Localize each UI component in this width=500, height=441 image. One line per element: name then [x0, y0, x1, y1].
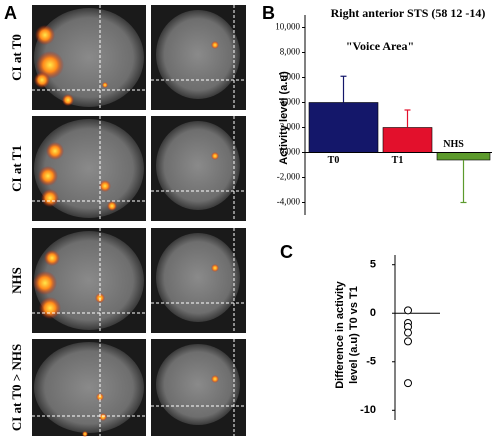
activation: [211, 152, 219, 160]
coronal-brain: [156, 233, 240, 322]
panel-label: B: [262, 3, 275, 23]
activation: [102, 82, 108, 88]
axial-brain: [34, 231, 144, 330]
row-label: CI at T0: [9, 34, 24, 81]
row-label: CI at T0 > NHS: [9, 344, 24, 431]
bar: [382, 127, 433, 153]
y-tick-label: 4,000: [280, 97, 301, 107]
error-bar: [340, 75, 347, 103]
activation: [34, 72, 50, 88]
y-axis-label: level (a.u) T0 vs T1: [348, 286, 360, 384]
bar: [436, 152, 491, 161]
activation: [99, 180, 111, 192]
coronal-brain: [156, 121, 240, 210]
annotation: "Voice Area": [346, 39, 414, 53]
point: [404, 306, 412, 315]
axial-brain: [34, 119, 144, 218]
activation: [39, 297, 61, 319]
brain-images: [32, 5, 246, 437]
bar: [308, 102, 379, 153]
activation: [44, 250, 60, 266]
coronal-brain: [156, 344, 240, 425]
x-tick-label: T1: [392, 155, 404, 166]
activation: [33, 271, 57, 295]
y-axis-label: Activity level (a.u): [278, 71, 290, 165]
y-tick-label: 0: [370, 307, 376, 319]
row-label: NHS: [9, 267, 24, 294]
x-tick-label: NHS: [443, 139, 464, 150]
y-tick-label: 0,000: [280, 147, 301, 157]
activation: [211, 375, 219, 383]
y-tick-label: -10: [360, 404, 376, 416]
chart-title: Right anterior STS (58 12 -14): [331, 6, 486, 20]
activation: [46, 142, 64, 160]
y-tick-label: 6,000: [280, 72, 301, 82]
activation: [35, 25, 55, 45]
activation: [38, 166, 58, 186]
y-tick-label: 8,000: [280, 47, 301, 57]
y-tick-label: -5: [366, 356, 376, 368]
y-tick-label: 10,000: [275, 22, 300, 32]
y-tick-label: -4,000: [277, 197, 301, 207]
activation: [36, 51, 64, 79]
axial-brain: [34, 8, 144, 107]
activation: [211, 264, 219, 272]
activation: [41, 189, 59, 207]
y-tick-label: 5: [370, 259, 376, 271]
panel-label: C: [280, 242, 293, 262]
error-bar: [460, 160, 467, 204]
activation: [99, 413, 107, 421]
x-tick-label: T0: [328, 155, 340, 166]
y-axis-label: Difference in activity: [334, 280, 346, 388]
point: [404, 337, 412, 346]
activation: [107, 201, 117, 211]
row-label: CI at T1: [9, 145, 24, 192]
point: [404, 328, 412, 337]
axial-brain: [34, 342, 144, 433]
coronal-brain: [156, 10, 240, 99]
panel-label: A: [4, 3, 17, 23]
point: [404, 379, 412, 388]
y-tick-label: 2,000: [280, 122, 301, 132]
error-bar: [404, 109, 411, 128]
activation: [62, 94, 74, 106]
activation: [211, 41, 219, 49]
activation: [82, 431, 88, 437]
y-tick-label: -2,000: [277, 172, 301, 182]
